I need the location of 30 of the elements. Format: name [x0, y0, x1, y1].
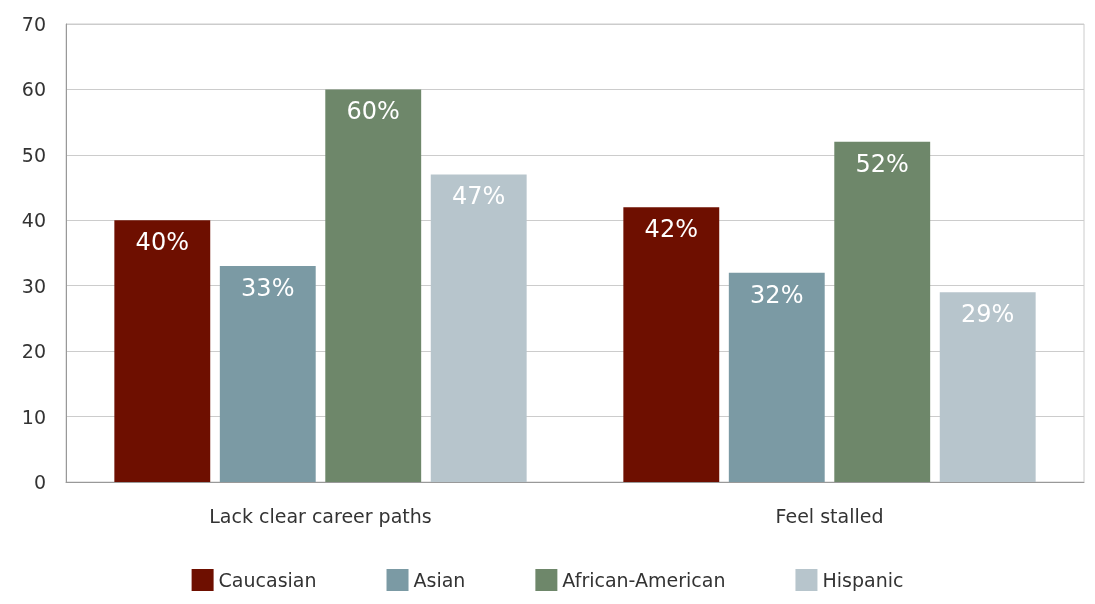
bar	[325, 89, 422, 482]
y-tick-label: 0	[33, 471, 46, 493]
bar	[939, 292, 1036, 482]
data-label: 52%	[855, 149, 909, 178]
data-label: 29%	[961, 300, 1015, 329]
bar	[728, 272, 825, 482]
data-label: 60%	[346, 97, 400, 126]
legend-label: Caucasian	[218, 569, 317, 591]
y-tick-label: 10	[21, 405, 46, 428]
data-label: 47%	[452, 182, 506, 211]
legend-label: Hispanic	[822, 569, 904, 591]
x-tick-label: Feel stalled	[775, 504, 884, 527]
bar	[430, 174, 527, 482]
y-tick-label: 70	[21, 13, 46, 35]
y-tick-label: 40	[21, 209, 46, 232]
y-tick-label: 50	[21, 143, 46, 166]
bar	[834, 141, 931, 482]
data-label: 32%	[750, 280, 804, 309]
x-tick-label: Lack clear career paths	[209, 504, 432, 527]
data-label: 33%	[241, 274, 295, 303]
legend-label: African-American	[562, 569, 726, 591]
y-tick-label: 60	[21, 78, 46, 101]
bar	[219, 266, 316, 482]
data-label: 40%	[135, 228, 189, 257]
bar	[623, 207, 720, 482]
bar	[114, 220, 211, 482]
y-tick-label: 30	[21, 274, 46, 297]
legend-label: Asian	[413, 569, 466, 591]
data-label: 42%	[644, 215, 698, 244]
y-tick-label: 20	[21, 340, 46, 363]
